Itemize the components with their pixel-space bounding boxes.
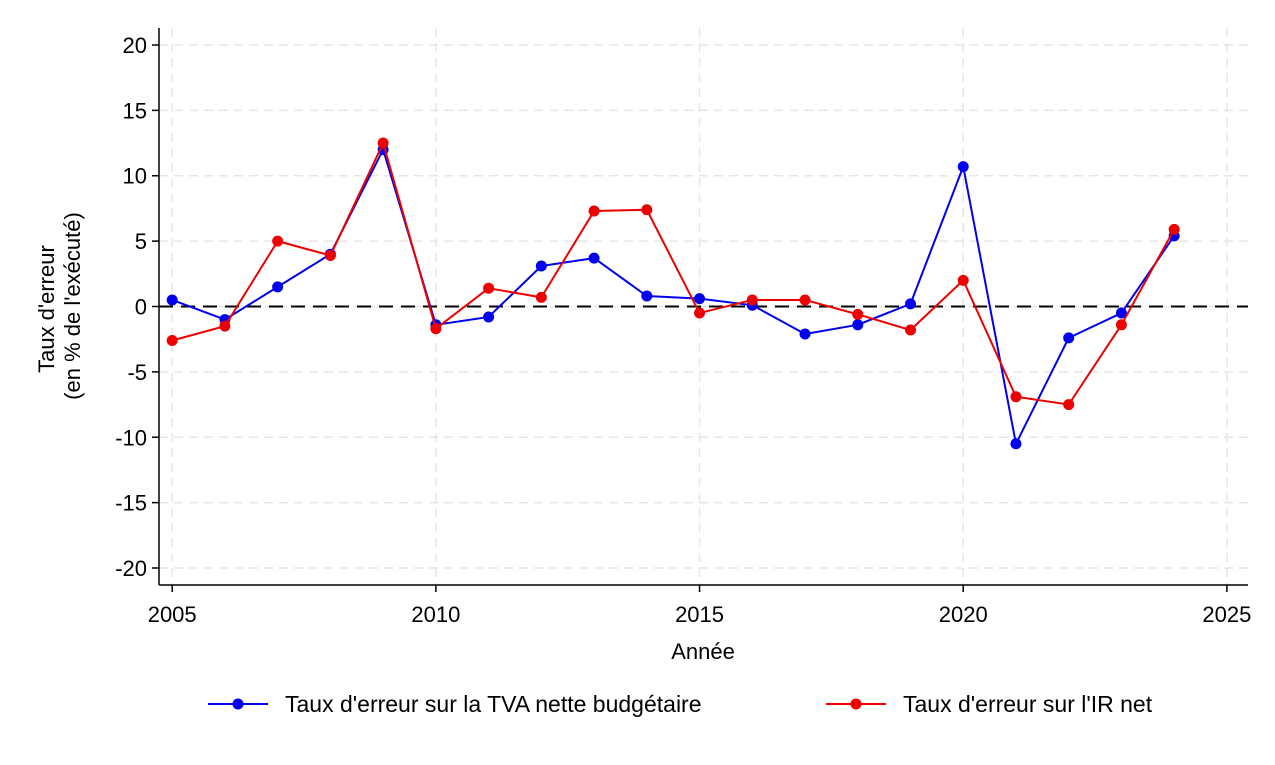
series-line-2: [171, 142, 1176, 406]
legend-swatch-marker-1: [232, 698, 244, 710]
series-1-point: [272, 281, 284, 293]
legend-item-series-2: Taux d'erreur sur l'IR net: [826, 691, 1153, 717]
legend-swatch-marker-2: [850, 698, 862, 710]
series-2-point: [957, 274, 969, 286]
series-1-point: [483, 311, 495, 323]
series-2-point: [694, 307, 706, 319]
y-axis-title: Taux d'erreur (en % de l'exécuté): [34, 212, 85, 400]
y-tick-label: 0: [135, 295, 147, 320]
series-2-point: [799, 294, 811, 306]
y-tick-label: 20: [123, 33, 147, 58]
series-group: [166, 137, 1180, 450]
series-1-point: [904, 298, 916, 310]
series-2-point: [483, 282, 495, 294]
x-ticks: 2005 2010 2015 2020 2025: [148, 585, 1251, 627]
series-2-point: [1168, 223, 1180, 235]
series-2-point: [272, 235, 284, 247]
series-2-point: [430, 323, 442, 335]
series-1-point: [535, 260, 547, 272]
series-2-point: [377, 137, 389, 149]
series-1-point: [852, 319, 864, 331]
series-1-point: [166, 294, 178, 306]
legend-label-series-1: Taux d'erreur sur la TVA nette budgétair…: [285, 691, 702, 717]
y-tick-label: 5: [135, 229, 147, 254]
x-axis-title: Année: [671, 639, 735, 664]
series-1-point: [1063, 332, 1075, 344]
y-tick-label: -10: [115, 425, 147, 450]
x-tick-label: 2010: [411, 602, 460, 627]
series-2-point: [588, 205, 600, 217]
series-1-point: [588, 252, 600, 264]
legend: Taux d'erreur sur la TVA nette budgétair…: [208, 691, 1153, 717]
series-1-point: [1115, 307, 1127, 319]
series-2-point: [1063, 399, 1075, 411]
y-tick-label: 15: [123, 98, 147, 123]
series-2-point: [1010, 391, 1022, 403]
series-2-point: [852, 308, 864, 320]
series-1-point: [641, 290, 653, 302]
series-2-point: [535, 291, 547, 303]
series-line-1: [171, 148, 1175, 445]
series-1-point: [799, 328, 811, 340]
y-axis-title-line-2: (en % de l'exécuté): [60, 212, 85, 400]
series-2-point: [746, 294, 758, 306]
legend-label-series-2: Taux d'erreur sur l'IR net: [903, 691, 1153, 717]
series-1-point: [694, 293, 706, 305]
x-tick-label: 2015: [675, 602, 724, 627]
y-ticks: 20 15 10 5 0 -5 -10 -15 -20: [115, 33, 159, 581]
series-2-point: [324, 250, 336, 262]
y-tick-label: -15: [115, 491, 147, 516]
series-2-point: [219, 320, 231, 332]
y-axis-title-line-1: Taux d'erreur: [34, 245, 59, 373]
series-1-point: [1010, 438, 1022, 450]
y-tick-label: -5: [127, 360, 147, 385]
series-2-point: [166, 334, 178, 346]
x-tick-label: 2005: [148, 602, 197, 627]
x-tick-label: 2025: [1202, 602, 1251, 627]
y-tick-label: -20: [115, 556, 147, 581]
series-1-point: [957, 161, 969, 173]
series-2-point: [641, 204, 653, 216]
series-2-point: [904, 324, 916, 336]
x-tick-label: 2020: [939, 602, 988, 627]
legend-item-series-1: Taux d'erreur sur la TVA nette budgétair…: [208, 691, 702, 717]
y-tick-label: 10: [123, 164, 147, 189]
series-2-point: [1115, 319, 1127, 331]
